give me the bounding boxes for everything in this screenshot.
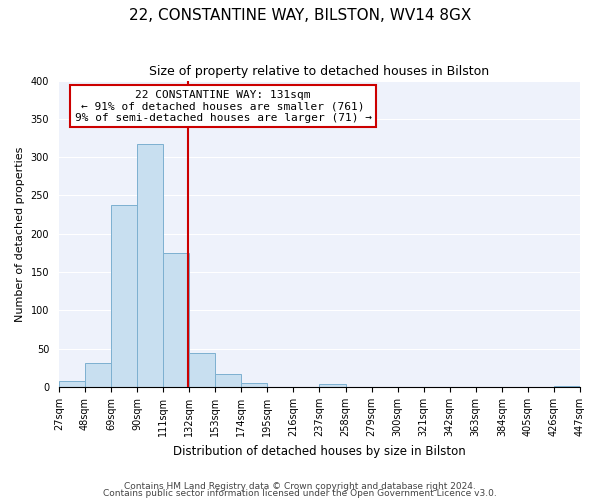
Bar — [59, 381, 85, 387]
Title: Size of property relative to detached houses in Bilston: Size of property relative to detached ho… — [149, 65, 490, 78]
Text: Contains public sector information licensed under the Open Government Licence v3: Contains public sector information licen… — [103, 489, 497, 498]
Bar — [85, 362, 111, 387]
Bar — [241, 383, 268, 387]
Bar — [319, 384, 346, 387]
Y-axis label: Number of detached properties: Number of detached properties — [15, 146, 25, 322]
Text: 22, CONSTANTINE WAY, BILSTON, WV14 8GX: 22, CONSTANTINE WAY, BILSTON, WV14 8GX — [129, 8, 471, 22]
Bar — [215, 374, 241, 387]
Bar — [163, 253, 189, 387]
X-axis label: Distribution of detached houses by size in Bilston: Distribution of detached houses by size … — [173, 444, 466, 458]
Bar — [137, 144, 163, 387]
Bar — [554, 386, 580, 387]
Text: Contains HM Land Registry data © Crown copyright and database right 2024.: Contains HM Land Registry data © Crown c… — [124, 482, 476, 491]
Bar — [111, 204, 137, 387]
Bar — [189, 352, 215, 387]
Text: 22 CONSTANTINE WAY: 131sqm
← 91% of detached houses are smaller (761)
9% of semi: 22 CONSTANTINE WAY: 131sqm ← 91% of deta… — [74, 90, 371, 123]
